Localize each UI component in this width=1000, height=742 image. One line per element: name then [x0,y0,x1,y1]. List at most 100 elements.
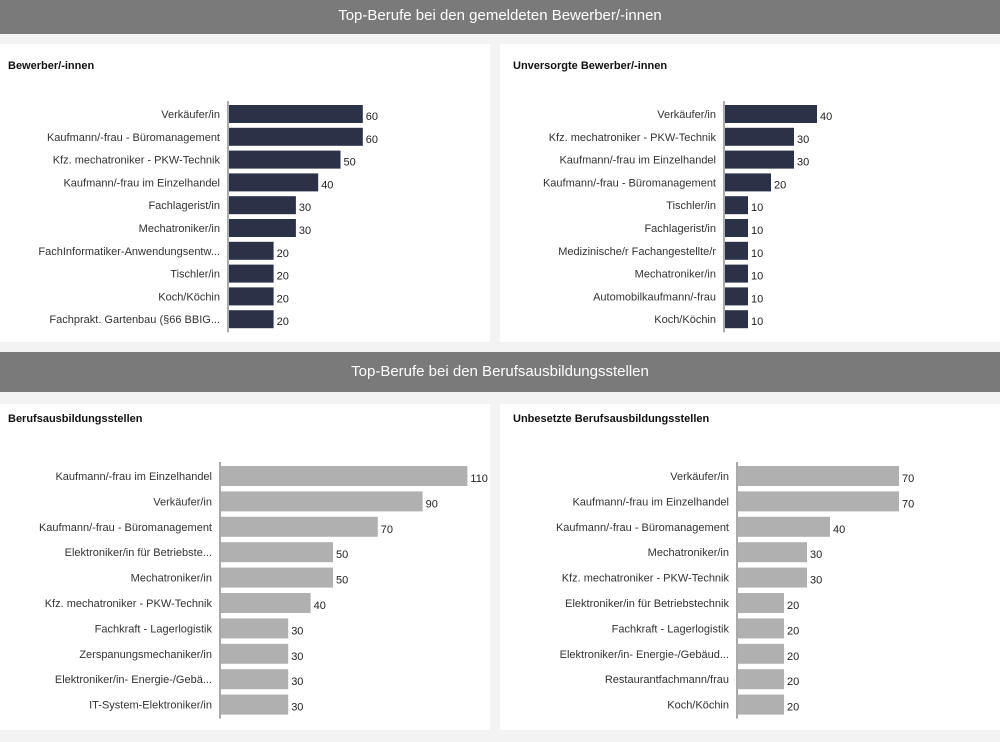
bar[interactable] [229,105,363,123]
bar[interactable] [725,196,748,215]
category-label: Kfz. mechatroniker - PKW-Technik [45,598,213,610]
bar[interactable] [725,105,817,123]
category-label: Fachkraft - Lagerlogistik [95,623,213,635]
bar[interactable] [229,150,341,169]
value-label: 30 [291,702,303,714]
category-label: Kaufmann/-frau - Büromanagement [543,177,716,189]
bar[interactable] [725,310,748,329]
value-label: 20 [787,600,799,612]
category-label: Mechatroniker/in [648,547,729,559]
category-label: Kfz. mechatroniker - PKW-Technik [562,573,730,585]
category-label: Koch/Köchin [654,314,716,326]
category-label: Automobilkaufmann/-frau [593,291,716,303]
value-label: 20 [277,293,289,305]
category-label: Mechatroniker/in [635,269,716,281]
bar[interactable] [725,287,748,306]
category-label: Zerspanungsmechaniker/in [79,649,212,661]
chart-panel-unbesetzte-stellen: Unbesetzte Berufsausbildungsstellen Verk… [500,404,1000,730]
category-label: Fachprakt. Gartenbau (§66 BBIG... [49,314,220,326]
category-label: Kfz. mechatroniker - PKW-Technik [549,132,717,144]
value-label: 20 [787,676,799,688]
bar[interactable] [221,593,311,613]
category-label: Mechatroniker/in [131,573,212,585]
bar[interactable] [738,466,899,486]
value-label: 30 [797,157,809,169]
category-label: Mechatroniker/in [139,223,220,235]
bar[interactable] [725,219,748,237]
chart-title: Unversorgte Bewerber/-innen [513,60,668,72]
category-label: Elektroniker/in für Betriebstechnik [565,598,729,610]
bar[interactable] [738,516,830,537]
bar-chart: Verkäufer/in 60 Kaufmann/-frau - Büromanag… [38,101,378,333]
bar[interactable] [738,694,784,715]
value-label: 40 [820,111,832,123]
value-label: 10 [751,248,763,260]
value-label: 90 [426,498,438,510]
bar[interactable] [738,567,807,588]
bar[interactable] [229,310,274,329]
value-label: 70 [381,524,393,536]
bar[interactable] [738,618,784,639]
value-label: 30 [291,625,303,637]
category-label: Kaufmann/-frau im Einzelhandel [55,471,212,483]
bar-chart: Kaufmann/-frau im Einzelhandel 110 Verkäuf… [39,462,488,719]
value-label: 110 [470,473,488,485]
section-header-bewerber: Top-Berufe bei den gemeldeten Bewerber/-… [0,0,1000,34]
category-label: Tischler/in [666,200,716,212]
bar[interactable] [221,567,333,588]
bar[interactable] [229,241,274,260]
bar[interactable] [738,593,784,613]
bar[interactable] [738,491,899,512]
value-label: 30 [810,549,822,561]
category-label: Verkäufer/in [153,496,212,508]
bar[interactable] [229,264,274,283]
bar[interactable] [229,287,274,306]
bar[interactable] [725,150,794,169]
category-label: Fachlagerist/in [644,223,716,235]
value-label: 10 [751,293,763,305]
bar-chart: Verkäufer/in 40 Kfz. mechatroniker - PKW-T… [543,101,832,333]
bar[interactable] [221,491,423,512]
bar[interactable] [221,466,468,486]
value-label: 50 [336,575,348,587]
bar[interactable] [221,618,289,639]
bar[interactable] [738,542,807,563]
bar[interactable] [229,219,296,237]
bar[interactable] [221,516,378,537]
bar[interactable] [725,241,748,260]
chart-title: Berufsausbildungsstellen [8,413,143,425]
bar[interactable] [725,264,748,283]
value-label: 60 [366,111,378,123]
value-label: 20 [277,248,289,260]
value-label: 70 [902,473,914,485]
bar[interactable] [725,127,794,146]
section-title: Top-Berufe bei den gemeldeten Bewerber/-… [338,7,662,24]
value-label: 20 [787,625,799,637]
value-label: 20 [787,651,799,663]
section-header-ausbildungsstellen: Top-Berufe bei den Berufsausbildungsstel… [0,352,1000,392]
value-label: 30 [299,225,311,237]
bar[interactable] [221,669,289,690]
bar[interactable] [229,173,319,192]
bar[interactable] [221,694,289,715]
category-label: Medizinische/r Fachangestellte/r [558,246,716,258]
category-label: Elektroniker/in für Betriebste... [65,547,212,559]
chart-panel-bewerber: Bewerber/-innen Verkäufer/in 60 Kaufmann/-… [0,44,490,342]
value-label: 30 [291,676,303,688]
bar[interactable] [229,196,296,215]
bar[interactable] [229,127,363,146]
bar[interactable] [221,643,289,664]
category-label: Kfz. mechatroniker - PKW-Technik [53,155,221,167]
bar[interactable] [725,173,771,192]
chart-title: Unbesetzte Berufsausbildungsstellen [513,413,710,425]
category-label: Verkäufer/in [670,471,729,483]
bar[interactable] [221,542,333,563]
value-label: 20 [277,316,289,328]
category-label: Elektroniker/in- Energie-/Gebäud... [560,649,729,661]
bar[interactable] [738,669,784,690]
category-label: Koch/Köchin [158,291,220,303]
value-label: 20 [277,271,289,283]
value-label: 20 [774,179,786,191]
bar[interactable] [738,643,784,664]
category-label: IT-System-Elektroniker/in [89,700,212,712]
